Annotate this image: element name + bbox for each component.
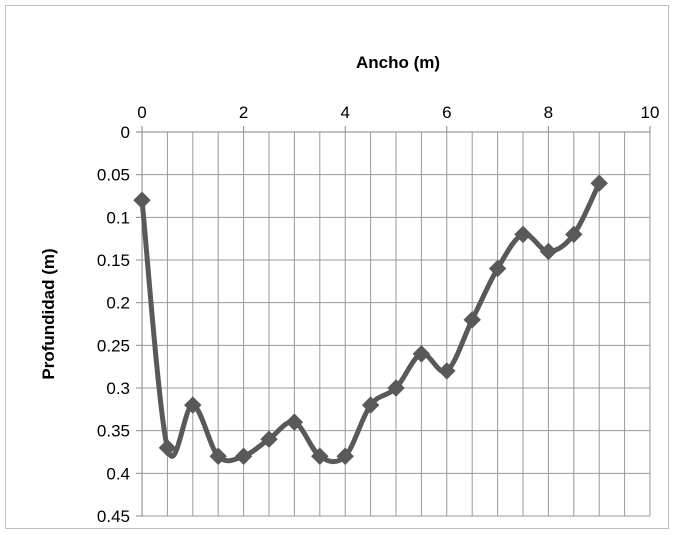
x-axis-title: Ancho (m) <box>356 53 440 72</box>
y-tick-label: 0.35 <box>97 422 130 441</box>
data-point-marker <box>539 242 558 261</box>
data-point-marker <box>387 379 405 397</box>
y-tick-label: 0.25 <box>97 336 130 355</box>
y-tick-label: 0.15 <box>97 251 130 270</box>
data-point-marker <box>565 225 583 244</box>
data-point-marker <box>260 430 278 448</box>
data-point-marker <box>311 447 329 465</box>
data-point-marker <box>209 447 227 465</box>
data-point-marker <box>488 259 507 278</box>
x-tick-label: 0 <box>137 103 146 122</box>
data-point-marker <box>158 439 177 457</box>
y-tick-label: 0.3 <box>106 379 130 398</box>
data-point-marker <box>463 311 481 329</box>
series-profile <box>133 174 608 465</box>
y-axis-title: Profundidad (m) <box>39 248 58 379</box>
x-tick-label: 10 <box>641 103 660 122</box>
data-point-marker <box>336 447 354 465</box>
x-tick-label: 2 <box>239 103 248 122</box>
x-tick-label: 4 <box>340 103 349 122</box>
data-point-marker <box>184 396 202 414</box>
chart-area: 0 2 4 6 8 10 0 0.05 0.1 0.15 0.2 0.25 0.3 0.35 0.4 0.45… <box>5 5 669 529</box>
y-tick-label: 0.4 <box>106 464 130 483</box>
y-tick-label: 0.2 <box>106 294 130 313</box>
y-tick-label: 0.45 <box>97 507 130 526</box>
axes: 0 2 4 6 8 10 0 0.05 0.1 0.15 0.2 0.25 0.3 0.35 0.4 0.45 <box>97 103 660 526</box>
data-point-marker <box>133 191 151 209</box>
y-tick-label: 0.05 <box>97 166 130 185</box>
data-point-marker <box>590 174 608 192</box>
x-tick-label: 8 <box>544 103 553 122</box>
y-tick-label: 0.1 <box>106 208 130 227</box>
data-point-marker <box>438 362 456 380</box>
y-tick-label: 0 <box>121 123 130 142</box>
data-point-marker <box>285 413 304 431</box>
data-point-marker <box>514 225 532 244</box>
data-point-marker <box>234 447 253 465</box>
depth-profile-chart: 0 2 4 6 8 10 0 0.05 0.1 0.15 0.2 0.25 0.3 0.35 0.4 0.45… <box>39 53 660 526</box>
data-point-marker <box>361 396 380 414</box>
data-point-marker <box>412 345 431 363</box>
x-tick-label: 6 <box>442 103 451 122</box>
